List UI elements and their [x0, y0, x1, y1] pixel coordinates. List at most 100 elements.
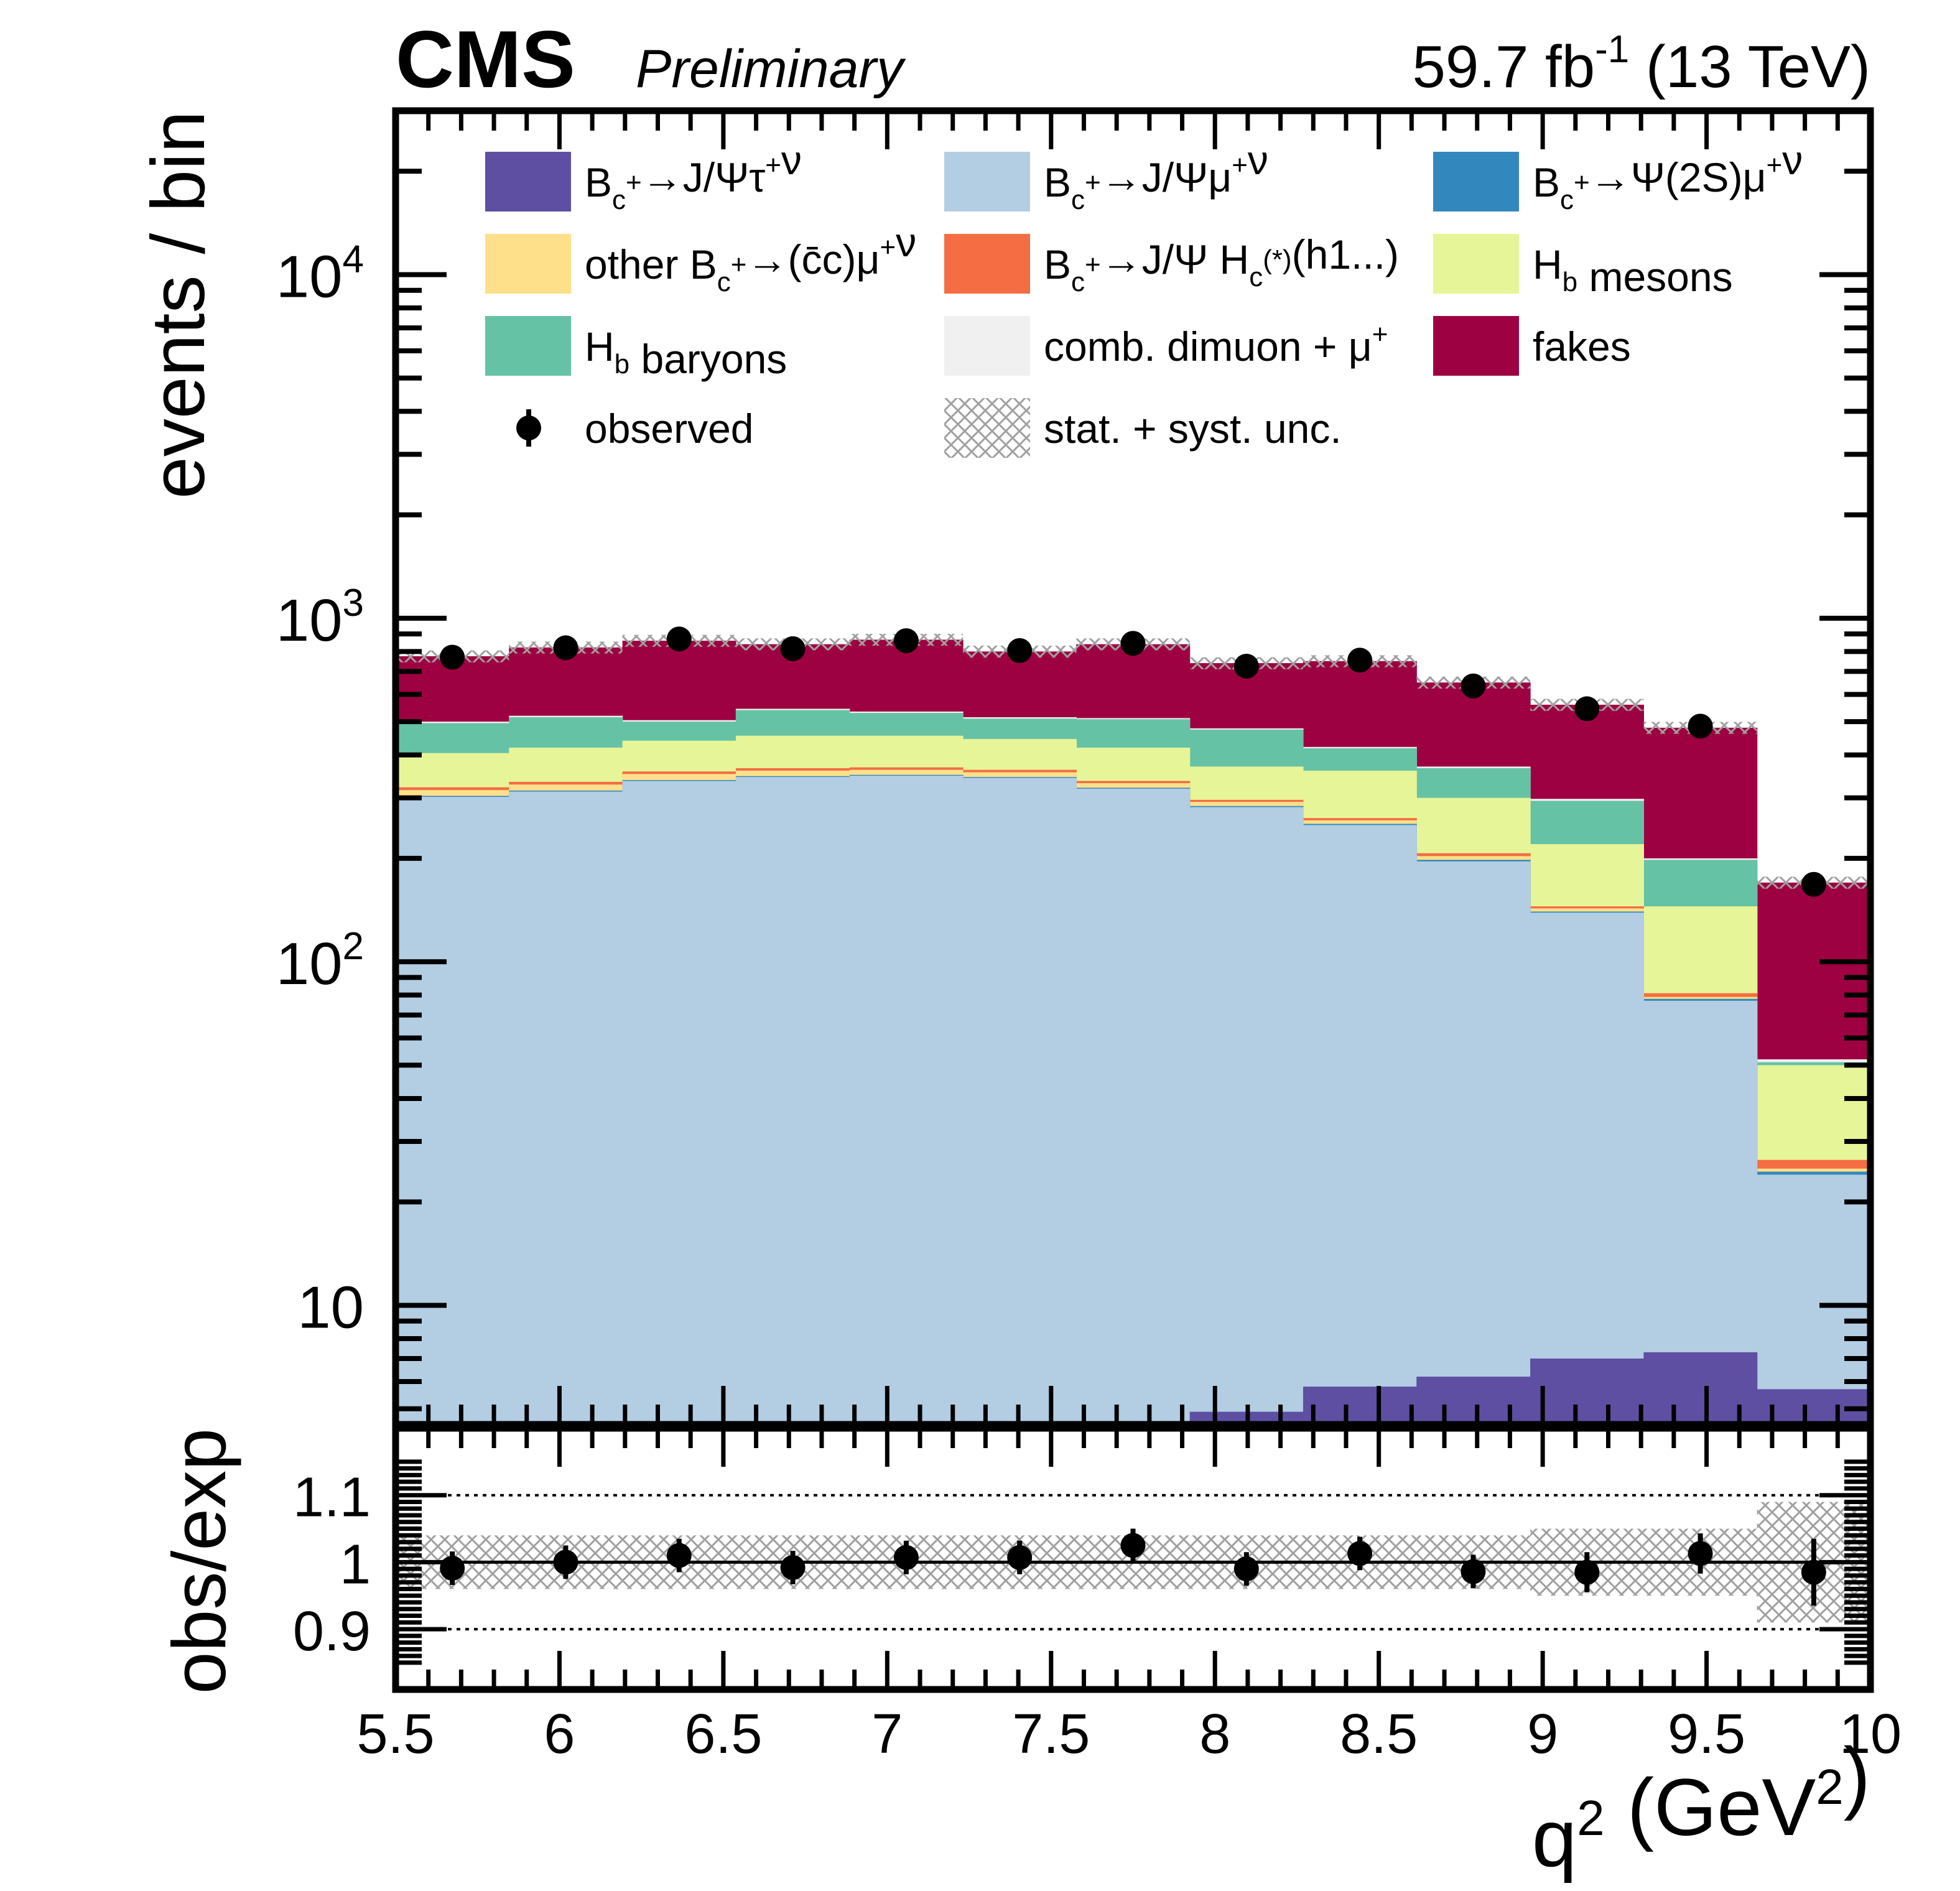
ratio-point — [1688, 1541, 1713, 1566]
ratio-point — [1347, 1541, 1373, 1566]
ratio-y-tick-label: 1.1 — [293, 1467, 371, 1529]
stack-bin-tau — [1303, 1387, 1417, 1424]
legend-subscript: c — [717, 267, 731, 297]
legend-entry-observed: observed — [516, 406, 754, 452]
legend-label: Bc+→J/Ψ Hc(*)(h1...) — [1044, 231, 1399, 297]
legend-superscript: + — [1767, 150, 1783, 180]
legend-text: B — [585, 159, 612, 205]
legend-text: ν — [1782, 137, 1803, 183]
stack-bin-jpsimu — [1076, 788, 1191, 1424]
stack-bin-tau — [1530, 1359, 1644, 1424]
observed-point — [893, 628, 919, 654]
legend-entry-comb: comb. dimuon + μ+ — [944, 316, 1388, 376]
legend-text: H — [585, 323, 615, 369]
ratio-point — [780, 1555, 806, 1580]
x-axis-title-superscript: 2 — [1577, 1790, 1605, 1846]
observed-point — [553, 635, 578, 661]
legend-observed-marker — [516, 416, 541, 440]
legend-text: →J/Ψμ — [1101, 154, 1232, 200]
y-tick-label-main: 104 — [276, 238, 364, 310]
observed-point — [1461, 673, 1486, 699]
stack-bin-jpsimu — [1189, 807, 1304, 1424]
legend-text: ν — [781, 137, 802, 183]
x-axis-title-text: q — [1532, 1793, 1577, 1884]
legend-text: stat. + syst. unc. — [1044, 406, 1342, 452]
legend-text: other B — [585, 241, 717, 287]
ratio-point — [1007, 1545, 1033, 1570]
y-tick-label-base: 10 — [276, 587, 343, 654]
ratio-axis: 0.911.1 5.5 6 6.5 7 7.5 8 8.5 9 9.5 10 — [293, 1428, 1902, 1765]
legend-label: other Bc+→(c̄c)μ+ν — [585, 219, 916, 297]
ratio-reference-lines — [396, 1494, 1870, 1631]
legend-text: →J/Ψτ — [642, 154, 766, 200]
ratio-point — [1801, 1559, 1826, 1585]
legend-text: (h1...) — [1292, 231, 1399, 277]
ratio-point — [1120, 1533, 1146, 1558]
legend-swatch — [485, 152, 571, 211]
cms-label: CMS — [396, 14, 575, 105]
legend-entry-jpsimu: Bc+→J/Ψμ+ν — [944, 137, 1268, 215]
y-tick-label-base: 10 — [276, 931, 343, 997]
legend-swatch — [485, 234, 571, 294]
legend-entry-tau: Bc+→J/Ψτ+ν — [485, 137, 802, 215]
stack-bin-jpsimu — [1757, 1174, 1870, 1424]
legend-subscript: c — [1071, 185, 1085, 215]
legend-entry-other: other Bc+→(c̄c)μ+ν — [485, 219, 916, 297]
ratio-point — [440, 1556, 465, 1581]
x-axis-title: q2 (GeV2) — [1532, 1731, 1870, 1884]
ratio-point — [1233, 1556, 1259, 1582]
lumi-energy: (13 TeV) — [1629, 34, 1870, 100]
stack-bin-tau — [1416, 1377, 1531, 1424]
legend-entry-hc: Bc+→J/Ψ Hc(*)(h1...) — [944, 231, 1399, 297]
legend-entry-psi2s: Bc+→Ψ(2S)μ+ν — [1433, 137, 1803, 215]
legend-text: baryons — [629, 336, 787, 382]
observed-points-main — [440, 626, 1826, 897]
x-tick-label: 7 — [871, 1703, 903, 1765]
legend-entry-hbmes: Hb mesons — [1433, 234, 1733, 300]
legend-superscript: + — [1372, 319, 1388, 350]
legend-swatch — [944, 234, 1030, 294]
legend-label: Hb mesons — [1533, 241, 1733, 300]
legend-swatch — [944, 152, 1030, 211]
legend-entry-hbbar: Hb baryons — [485, 316, 787, 382]
ratio-point — [1574, 1559, 1600, 1585]
observed-point — [1801, 871, 1826, 897]
y-axis-title-main: events / bin — [136, 111, 220, 499]
ratio-point — [893, 1545, 919, 1570]
ratio-frame — [392, 1424, 1874, 1693]
stack-bin-jpsimu — [849, 776, 964, 1424]
stack-bin-jpsimu — [963, 778, 1077, 1424]
main-frame — [392, 107, 1874, 1428]
legend-text: →Ψ(2S)μ — [1590, 154, 1767, 200]
legend-superscript: + — [626, 167, 642, 198]
x-axis-title-superscript: 2 — [1816, 1759, 1844, 1814]
legend-subscript: b — [615, 349, 629, 379]
ratio-y-tick-label: 1 — [340, 1533, 371, 1596]
x-tick-label: 10 — [1839, 1703, 1902, 1765]
y-tick-label-base: 10 — [276, 244, 343, 310]
observed-point — [666, 626, 692, 652]
ratio-point — [666, 1543, 692, 1568]
legend-superscript: + — [731, 249, 747, 280]
legend-swatch — [1433, 234, 1519, 294]
legend-subscript: c — [612, 185, 626, 215]
ratio-y-tick-label: 0.9 — [293, 1601, 371, 1663]
legend-entry-fakes: fakes — [1433, 316, 1631, 376]
lumi-label: 59.7 fb-1 (13 TeV) — [1413, 28, 1870, 100]
observed-point — [1233, 653, 1259, 679]
legend-superscript: + — [1085, 249, 1101, 280]
x-tick-label: 8.5 — [1340, 1703, 1418, 1765]
stack-bin-jpsimu — [1530, 913, 1644, 1424]
legend-text: comb. dimuon + μ — [1044, 323, 1372, 369]
observed-point — [1688, 713, 1713, 739]
stack-bin-jpsimu — [735, 777, 850, 1424]
legend-swatch — [1433, 152, 1519, 211]
legend-text: B — [1044, 159, 1071, 205]
legend-label: fakes — [1533, 323, 1631, 369]
ratio-point — [553, 1550, 578, 1575]
legend-text: H — [1533, 241, 1563, 287]
lumi-exponent: -1 — [1595, 28, 1629, 71]
legend-superscript: + — [1085, 167, 1101, 198]
stack-bin-jpsimu — [509, 791, 623, 1424]
legend-label: comb. dimuon + μ+ — [1044, 319, 1388, 369]
